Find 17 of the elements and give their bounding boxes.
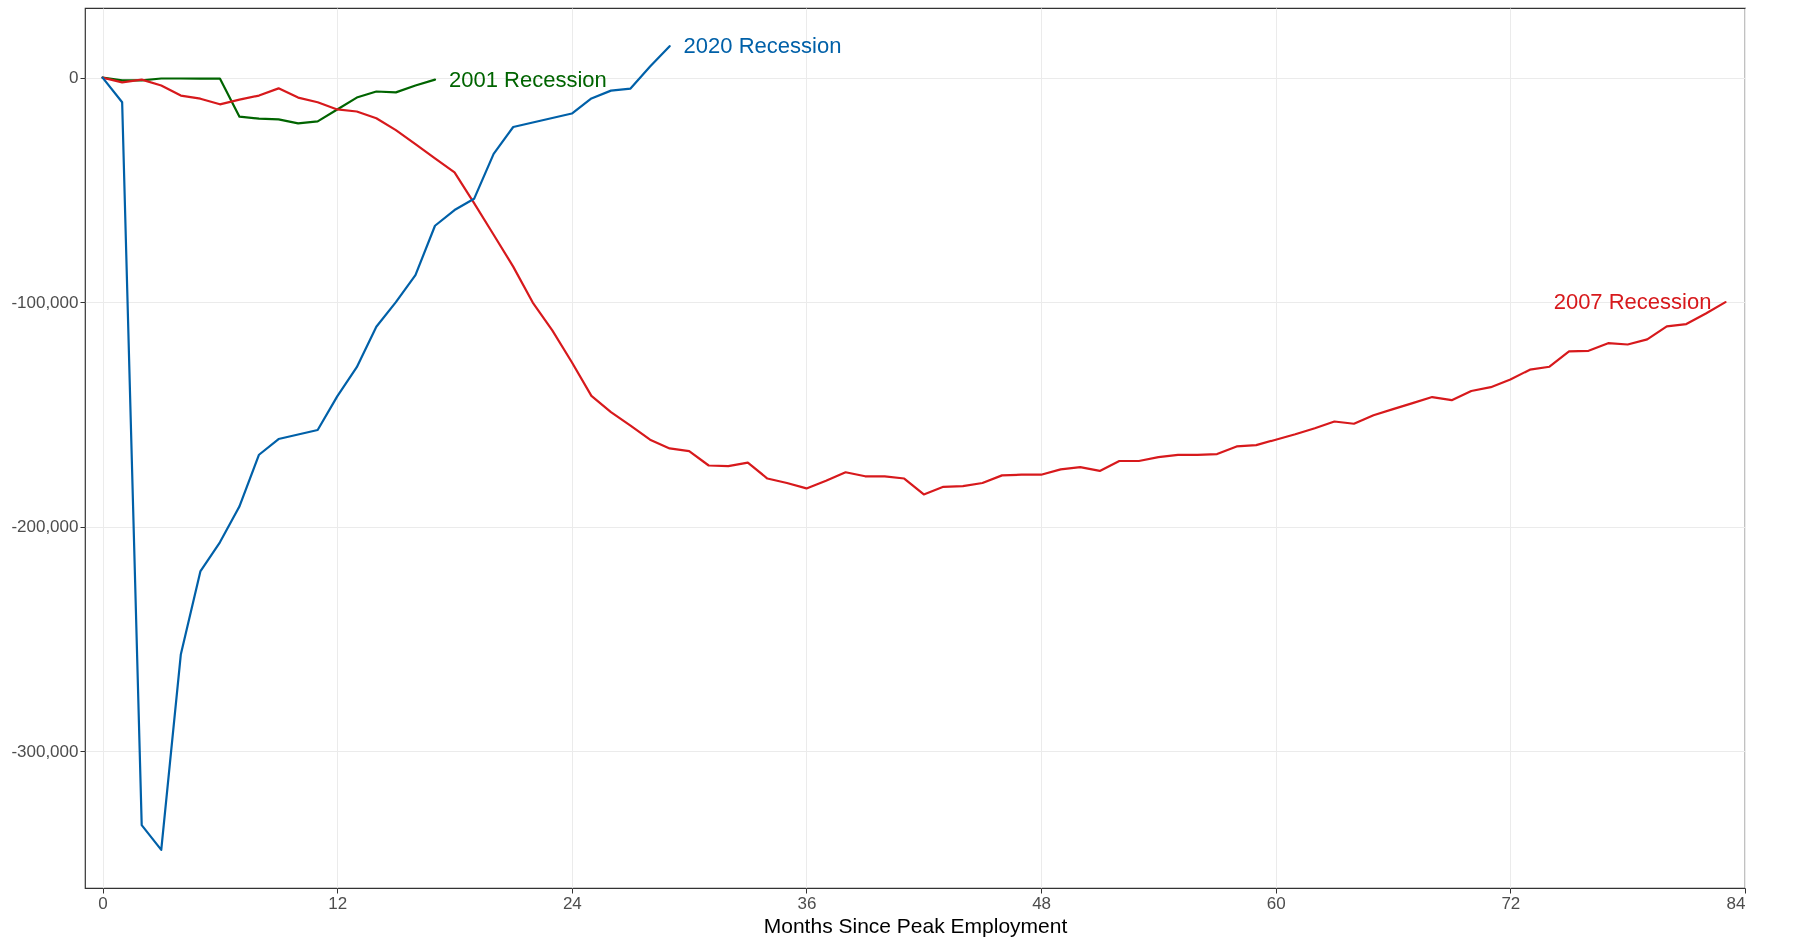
x-axis-title: Months Since Peak Employment <box>763 913 1068 937</box>
y-tick-label: -100,000 <box>11 292 79 312</box>
x-tick-label: 48 <box>1032 893 1052 913</box>
x-tick-label: 0 <box>98 893 108 913</box>
series-label: 2020 Recession <box>683 33 842 59</box>
line-series <box>101 45 671 851</box>
x-tick-label: 12 <box>328 893 348 913</box>
x-tick-label: 24 <box>562 893 582 913</box>
series-label: 2001 Recession <box>448 66 607 92</box>
y-tick-label: -200,000 <box>11 517 79 537</box>
x-tick-label: 72 <box>1501 893 1521 913</box>
x-tick-label: 84 <box>1726 893 1746 913</box>
y-tick-label: -300,000 <box>11 741 79 761</box>
series-label: 2007 Recession <box>1553 289 1712 315</box>
y-tick-label: 0 <box>69 68 79 88</box>
x-tick-label: 60 <box>1266 893 1286 913</box>
x-tick-label: 36 <box>797 893 817 913</box>
